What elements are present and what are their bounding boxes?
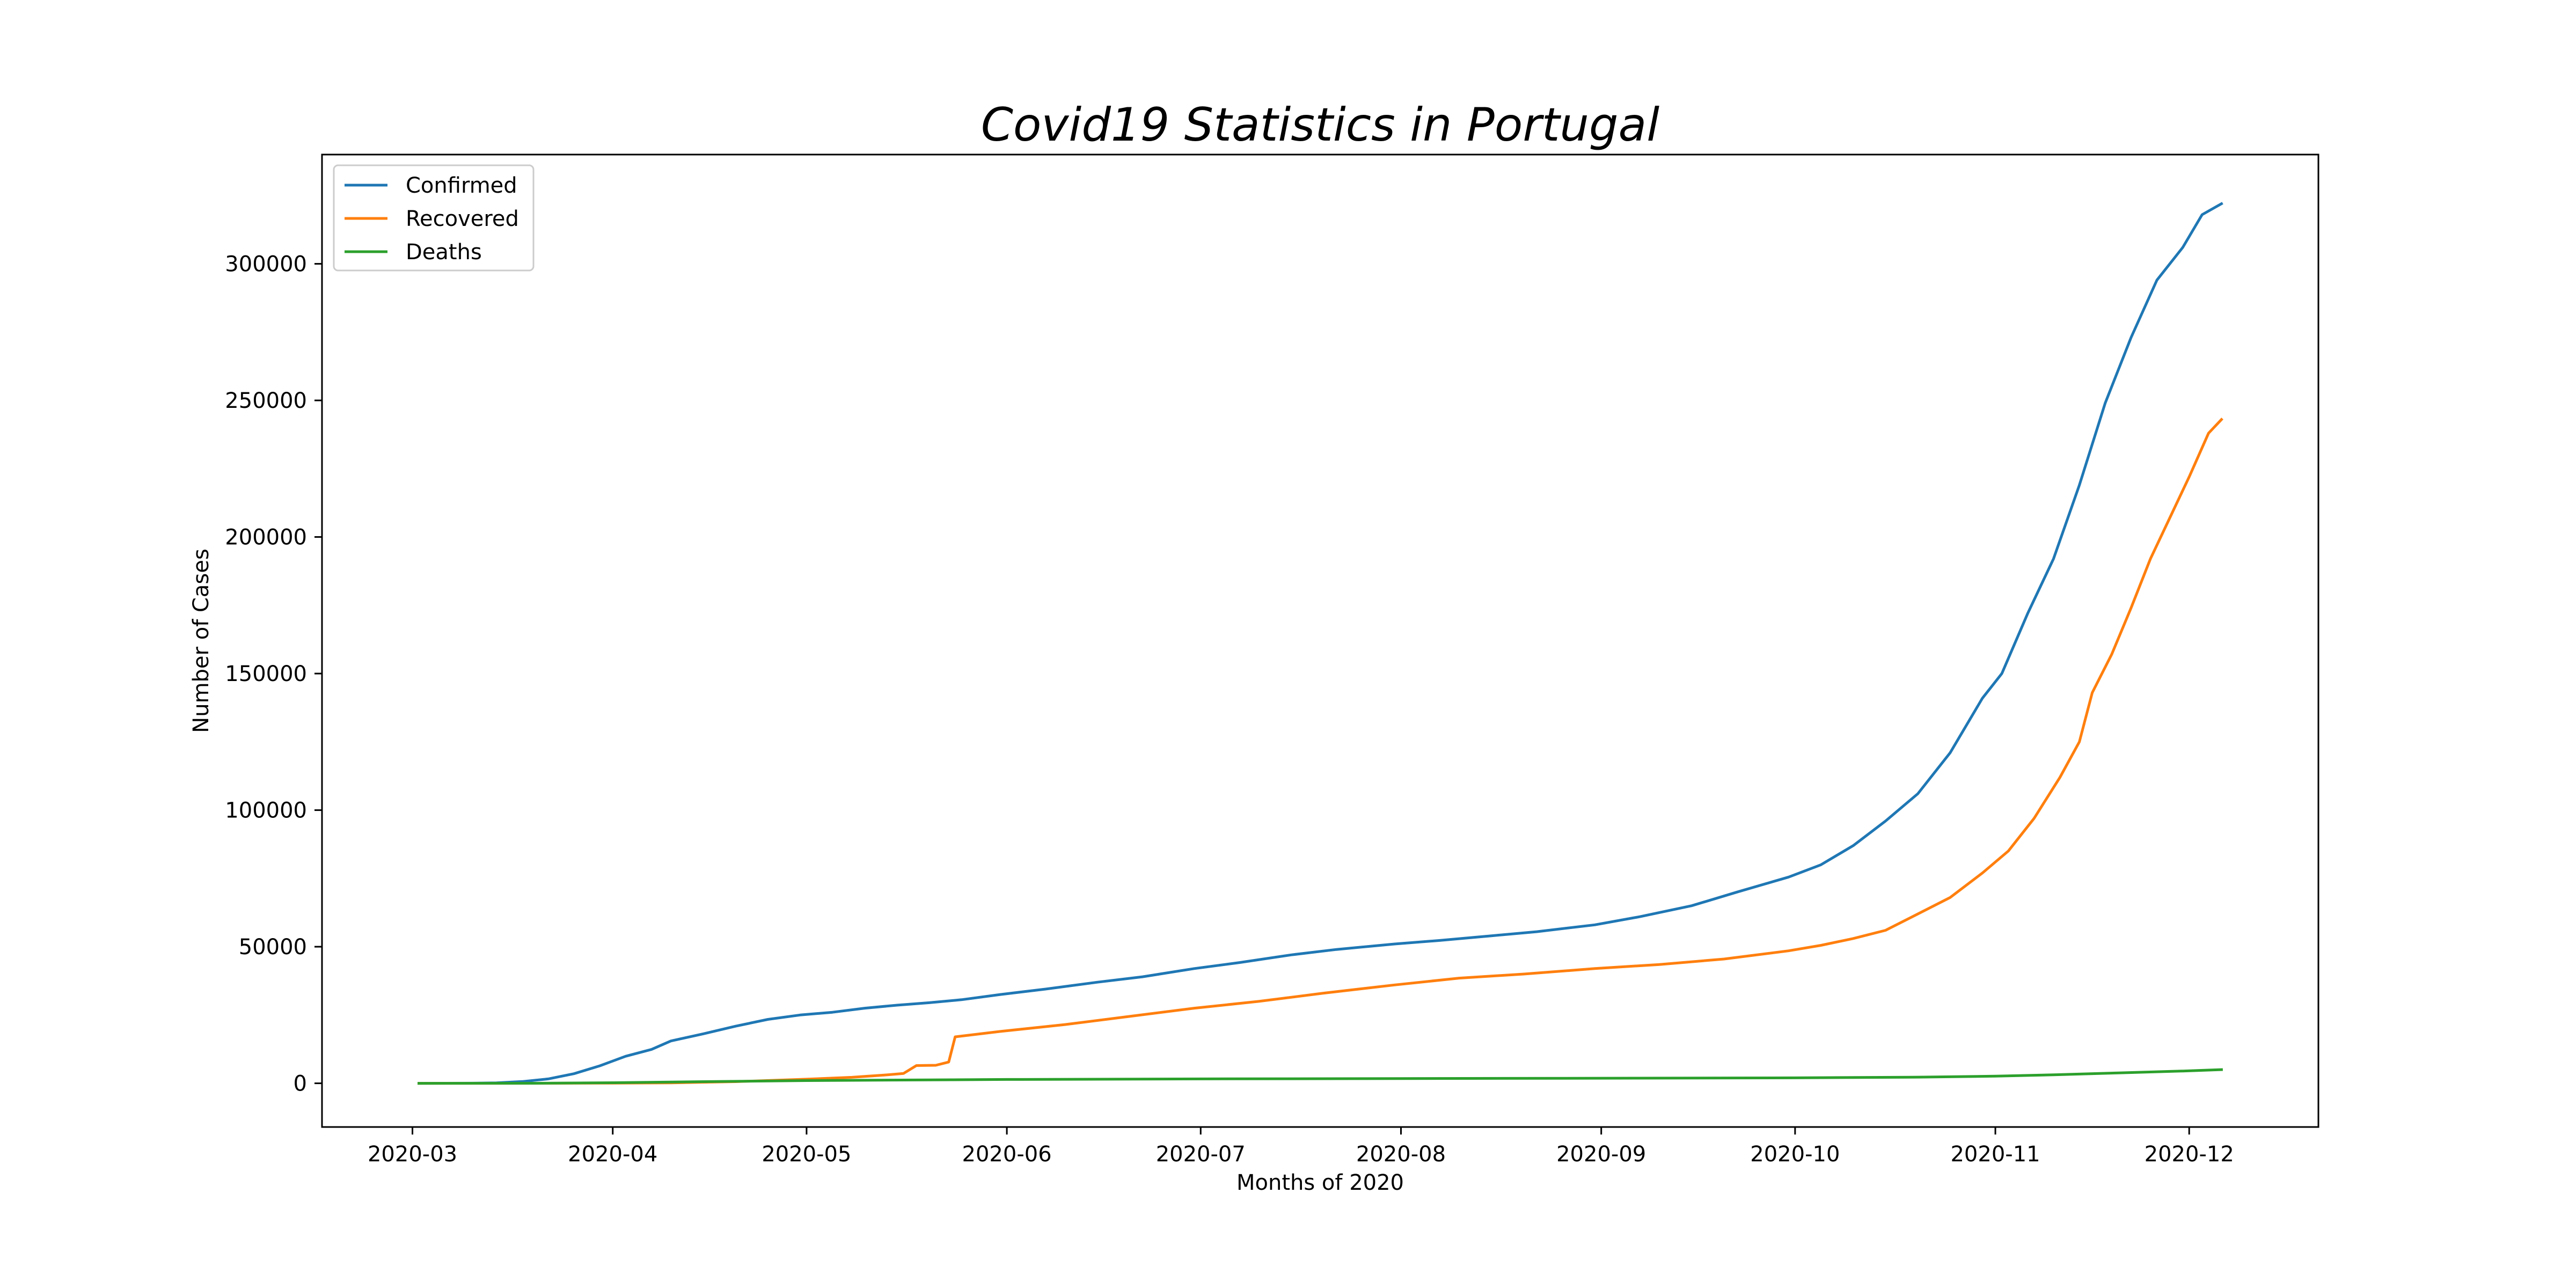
y-tick-label: 50000 <box>239 935 307 960</box>
y-tick-label: 250000 <box>225 389 307 413</box>
x-tick-label: 2020-04 <box>568 1142 657 1167</box>
x-tick-label: 2020-06 <box>962 1142 1052 1167</box>
legend-box <box>333 164 535 272</box>
y-tick-label: 200000 <box>225 525 307 550</box>
y-tick-label: 100000 <box>225 799 307 823</box>
x-tick-label: 2020-12 <box>2145 1142 2234 1167</box>
legend: Confirmed Recovered Deaths <box>333 164 535 272</box>
y-tick-label: 150000 <box>225 662 307 686</box>
series-line-recovered <box>418 418 2223 1085</box>
x-tick-label: 2020-11 <box>1950 1142 2040 1167</box>
x-tick-label: 2020-07 <box>1156 1142 1246 1167</box>
legend-label-recovered: Recovered <box>406 207 519 231</box>
y-axis-label: Number of Cases <box>189 548 214 733</box>
x-tick-label: 2020-09 <box>1556 1142 1646 1167</box>
x-tick-label: 2020-10 <box>1750 1142 1840 1167</box>
series-line-confirmed <box>418 202 2223 1085</box>
x-axis-label: Months of 2020 <box>1236 1170 1404 1195</box>
legend-label-deaths: Deaths <box>406 240 482 265</box>
x-tick-label: 2020-08 <box>1356 1142 1446 1167</box>
y-axis-ticks: 0 50000 100000 150000 200000 250000 300000 <box>225 252 322 1096</box>
legend-label-confirmed: Confirmed <box>406 173 517 198</box>
series-layer <box>418 202 2223 1085</box>
x-tick-label: 2020-05 <box>762 1142 851 1167</box>
x-tick-label: 2020-03 <box>368 1142 457 1167</box>
x-axis-ticks: 2020-03 2020-04 2020-05 2020-06 2020-07 2020-… <box>368 1127 2234 1167</box>
y-tick-label: 300000 <box>225 252 307 277</box>
y-tick-label: 0 <box>294 1072 307 1096</box>
plot-frame <box>321 153 2319 1128</box>
chart-title: Covid19 Statistics in Portugal <box>981 98 1659 152</box>
series-line-deaths <box>418 1068 2223 1085</box>
